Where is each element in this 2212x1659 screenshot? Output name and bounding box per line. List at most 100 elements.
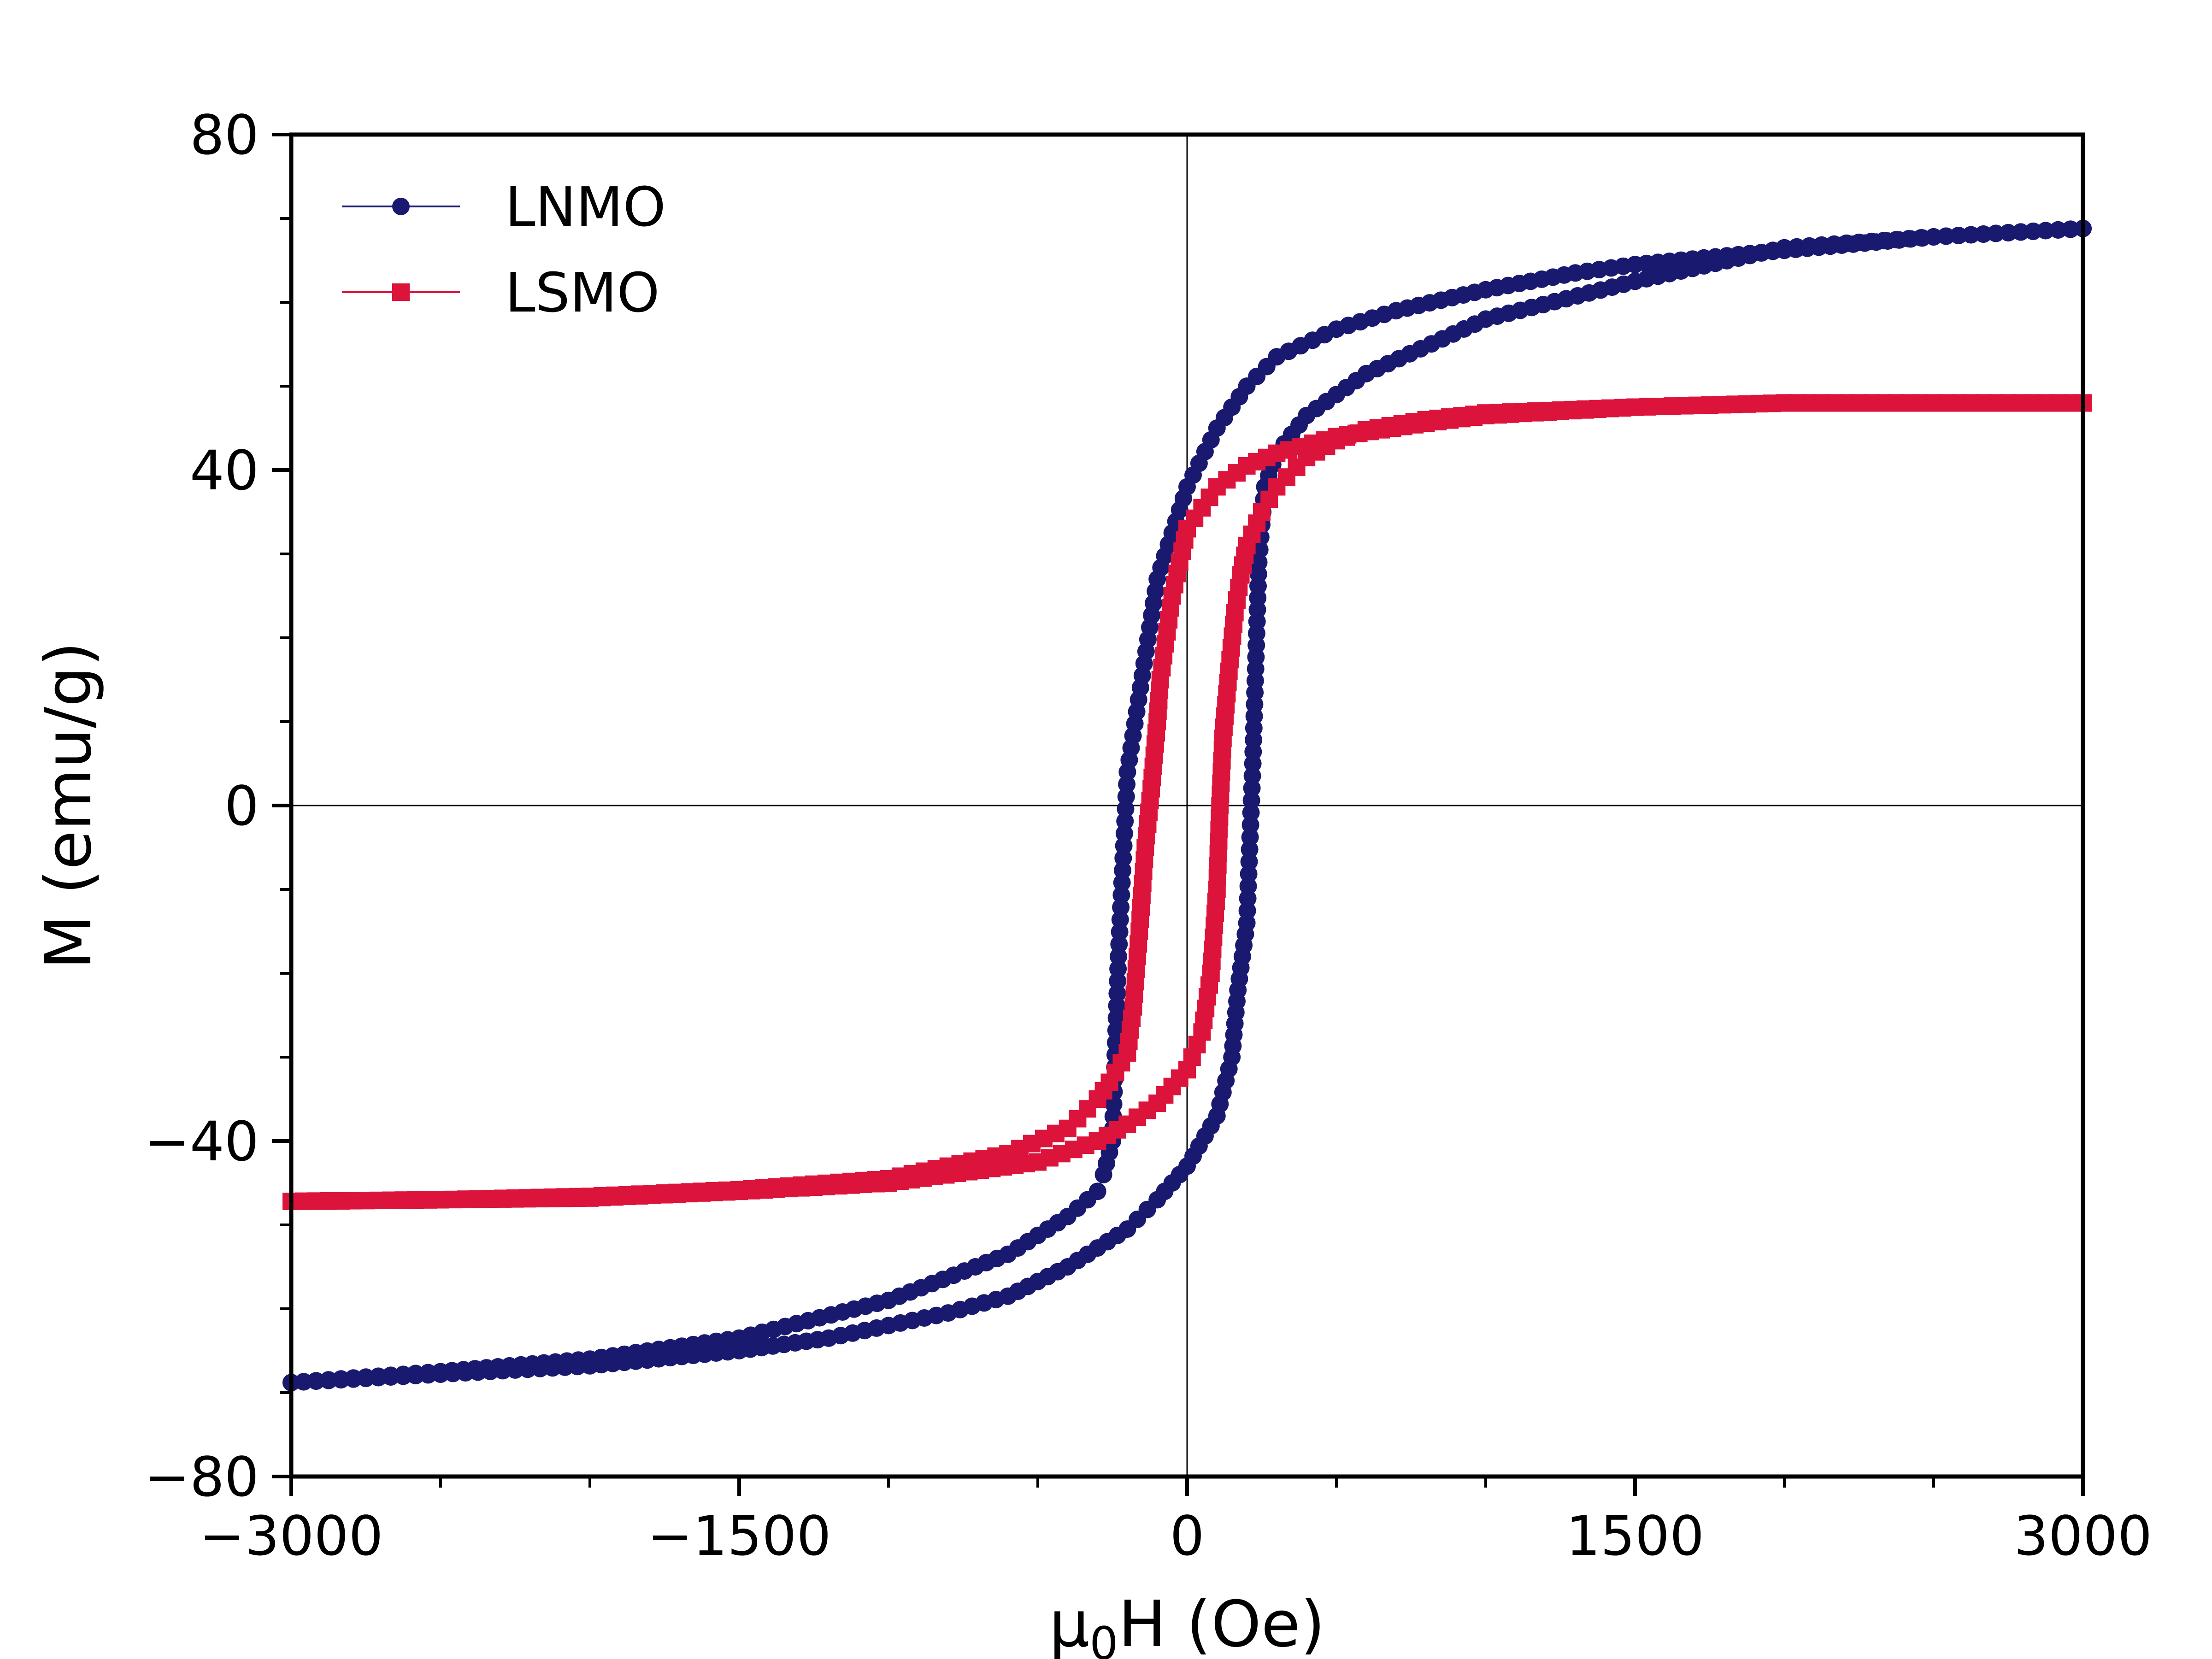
lnmo-point <box>531 1359 549 1377</box>
legend-entry-lsmo: LSMO <box>342 261 659 324</box>
lnmo-point <box>1110 935 1128 953</box>
lnmo-point <box>345 1370 362 1388</box>
legend-entry-lnmo: LNMO <box>342 175 666 239</box>
lnmo-point <box>307 1372 325 1390</box>
lnmo-point <box>1110 947 1127 965</box>
lnmo-point <box>370 1369 387 1387</box>
lnmo-point <box>457 1364 474 1382</box>
y-tick-label: 0 <box>224 774 259 838</box>
lnmo-point <box>482 1362 499 1380</box>
lnmo-point <box>544 1359 561 1377</box>
lnmo-point <box>357 1370 375 1388</box>
lnmo-point <box>1241 816 1259 834</box>
lnmo-point <box>1242 804 1260 822</box>
lnmo-point <box>1117 788 1135 806</box>
lnmo-point <box>1250 553 1268 571</box>
lnmo-point <box>1813 236 1830 254</box>
lnmo-point <box>1825 235 1843 253</box>
y-tick-label: −80 <box>144 1445 259 1509</box>
x-axis-label-rest: H (Oe) <box>1118 1587 1325 1659</box>
lnmo-point <box>1115 824 1133 842</box>
lnmo-point <box>1838 234 1855 252</box>
legend-label: LNMO <box>505 175 666 239</box>
lnmo-point <box>2024 222 2042 240</box>
lnmo-point <box>1109 972 1127 990</box>
lnmo-point <box>2037 222 2054 240</box>
lnmo-point <box>1987 224 2005 242</box>
lnmo-point <box>1116 812 1134 830</box>
lnmo-point <box>444 1365 462 1382</box>
lnmo-point <box>432 1365 449 1383</box>
legend-marker <box>392 283 410 301</box>
lnmo-point <box>1850 233 1868 251</box>
lnmo-point <box>1788 238 1806 256</box>
lnmo-point <box>1108 997 1126 1015</box>
lnmo-point <box>332 1371 350 1389</box>
lnmo-point <box>1108 984 1126 1002</box>
lnmo-point <box>1094 1165 1112 1183</box>
lnmo-point <box>494 1362 512 1380</box>
series-lnmo <box>282 219 2092 1392</box>
x-axis-label-subscript: 0 <box>1089 1618 1118 1659</box>
lnmo-point <box>1114 861 1131 879</box>
lnmo-point <box>419 1366 437 1384</box>
x-tick-label: 1500 <box>1566 1504 1704 1568</box>
lnmo-point <box>1863 232 1880 250</box>
y-axis-label: M (emu/g) <box>31 641 106 970</box>
lnmo-point <box>1239 889 1257 907</box>
lnmo-point <box>1115 837 1133 855</box>
lnmo-point <box>2049 221 2067 239</box>
lnmo-point <box>1240 853 1258 871</box>
lnmo-point <box>1238 902 1256 920</box>
lnmo-point <box>1950 227 1967 244</box>
lnmo-point <box>1104 1107 1122 1125</box>
lnmo-point <box>1239 877 1257 895</box>
lnmo-point <box>519 1360 536 1378</box>
lnmo-point <box>1962 226 1980 244</box>
y-tick-label: 40 <box>190 439 259 502</box>
lnmo-point <box>1113 874 1131 892</box>
lnmo-point <box>1875 231 1893 249</box>
lnmo-point <box>1243 767 1261 785</box>
zero-lines <box>291 135 2083 1477</box>
x-axis: −3000 −1500 0 1500 3000 <box>199 1477 2152 1568</box>
lnmo-point <box>556 1358 574 1376</box>
lnmo-point <box>295 1373 312 1391</box>
lnmo-point <box>1117 800 1135 818</box>
legend-label: LSMO <box>505 261 659 324</box>
lnmo-point <box>2012 223 2030 241</box>
x-tick-label: −3000 <box>199 1504 383 1568</box>
lnmo-point <box>569 1358 586 1376</box>
lnmo-point <box>1241 828 1259 846</box>
lnmo-point <box>506 1361 524 1379</box>
x-tick-label: −1500 <box>647 1504 831 1568</box>
lnmo-point <box>320 1371 337 1389</box>
lnmo-point <box>1975 225 1992 243</box>
lnmo-point <box>394 1367 412 1385</box>
lnmo-point <box>1912 229 1930 247</box>
lnmo-point <box>1105 1095 1123 1113</box>
y-tick-label: 80 <box>190 103 259 167</box>
x-axis-label-mu: μ <box>1049 1587 1089 1659</box>
lnmo-point <box>2062 220 2079 238</box>
lnmo-point <box>407 1367 424 1384</box>
lnmo-point <box>1241 841 1259 859</box>
lnmo-point <box>1937 227 1955 245</box>
lnmo-point <box>1111 923 1129 941</box>
lnmo-point <box>1900 230 1918 247</box>
lnmo-point <box>1109 960 1127 978</box>
legend-marker <box>392 198 410 215</box>
lnmo-point <box>1800 237 1818 255</box>
lnmo-point <box>1925 228 1942 246</box>
lnmo-point <box>1242 791 1260 809</box>
lnmo-point <box>1238 914 1256 932</box>
x-tick-label: 0 <box>1170 1504 1204 1568</box>
lnmo-point <box>1776 239 1793 257</box>
lnmo-point <box>1107 1009 1125 1027</box>
lnmo-point <box>1111 911 1129 929</box>
lnmo-point <box>1112 898 1130 916</box>
lnmo-point <box>2000 224 2017 241</box>
x-tick-label: 3000 <box>2014 1504 2152 1568</box>
series-layer <box>282 219 2092 1392</box>
